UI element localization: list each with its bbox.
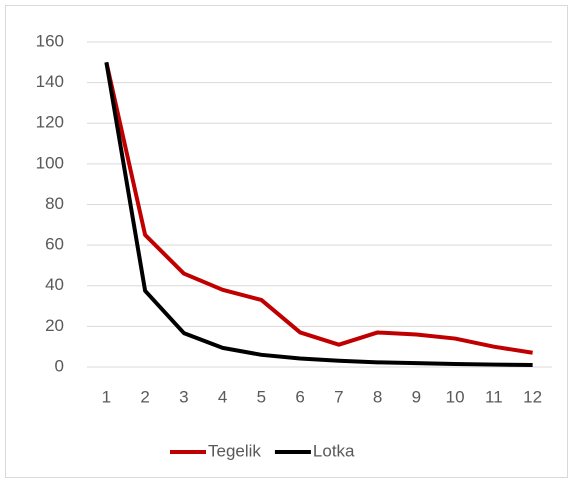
legend-label: Tegelik [208, 441, 261, 460]
chart-border [5, 5, 568, 478]
x-tick-label: 9 [412, 387, 421, 406]
x-tick-label: 2 [140, 387, 149, 406]
y-tick-label: 0 [55, 356, 64, 375]
y-tick-label: 60 [45, 235, 64, 254]
y-tick-label: 120 [36, 113, 64, 132]
y-tick-label: 140 [36, 72, 64, 91]
y-tick-label: 40 [45, 275, 64, 294]
x-tick-label: 8 [373, 387, 382, 406]
line [104, 61, 533, 367]
line [104, 61, 533, 355]
y-tick-label: 20 [45, 316, 64, 335]
y-tick-label: 160 [36, 31, 64, 50]
x-tick-label: 4 [218, 387, 227, 406]
legend-label: Lotka [313, 441, 355, 460]
x-tick-label: 3 [179, 387, 188, 406]
x-tick-label: 10 [446, 387, 465, 406]
x-tick-label: 7 [334, 387, 343, 406]
x-tick-label: 6 [295, 387, 304, 406]
y-tick-label: 80 [45, 194, 64, 213]
y-tick-label: 100 [36, 153, 64, 172]
x-tick-label: 1 [102, 387, 111, 406]
x-tick-label: 5 [257, 387, 266, 406]
x-tick-label: 12 [523, 387, 542, 406]
x-tick-label: 11 [485, 387, 503, 406]
